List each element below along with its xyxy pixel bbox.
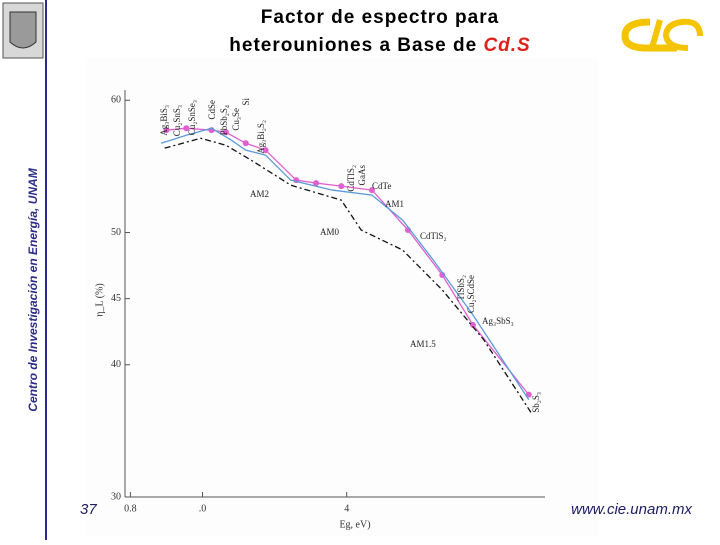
y-tick-label: 45 <box>111 293 121 304</box>
point <box>242 140 249 147</box>
annotation: AM0 <box>320 227 340 237</box>
title-text: heterouniones a Base de <box>229 35 483 56</box>
annotation: AM1 <box>385 199 404 209</box>
cie-logo-part <box>649 19 663 49</box>
cie-logo-part <box>662 18 703 51</box>
annotation: AM1.5 <box>410 339 436 349</box>
point <box>338 183 345 190</box>
annotation: Sb₂S₃ <box>531 392 541 413</box>
point <box>262 147 269 154</box>
annotation: CdTlS₂ <box>346 165 356 192</box>
annotation: CdTe <box>372 181 391 191</box>
x-tick-label: 4 <box>344 503 349 514</box>
annotation: Ag₃SbS₃ <box>482 316 514 326</box>
y-tick-label: 50 <box>111 227 121 238</box>
x-tick-label: .0 <box>199 503 207 514</box>
point <box>525 391 532 398</box>
cie-logo-part <box>621 18 677 52</box>
annotation: CdTlS₂ <box>420 231 447 241</box>
side-label: Centro de Investigación en Energía, UNAM <box>26 167 40 411</box>
series-line <box>164 137 533 415</box>
y-tick-label: 40 <box>111 359 121 370</box>
figure-background <box>85 58 598 536</box>
title-line: Factor de espectro para <box>261 7 499 28</box>
unam-shield <box>9 11 37 49</box>
point <box>183 125 190 132</box>
annotation: Cu₃Se <box>231 108 241 131</box>
point <box>469 321 476 328</box>
y-tick-label: 60 <box>111 95 121 106</box>
title-highlight: Cd.S <box>483 35 530 56</box>
point <box>163 127 170 134</box>
annotation: CdSe <box>207 100 217 120</box>
series-line <box>160 127 530 401</box>
footer-url: www.cie.unam.mx <box>571 501 692 518</box>
y-tick-label: 30 <box>111 491 121 502</box>
annotation: Cu₂SCdSe <box>466 275 476 313</box>
annotation: AM2 <box>250 189 269 199</box>
annotation: Cu₂SnS₃ <box>172 105 182 136</box>
annotation: GaAs <box>357 165 367 186</box>
annotation: Si <box>241 98 251 106</box>
point <box>313 180 320 187</box>
point <box>368 187 375 194</box>
x-tick-label: 0.8 <box>124 503 137 514</box>
annotation: Cu₂SnSe₃ <box>187 100 197 135</box>
annotation: TlSbS₂ <box>456 275 466 301</box>
point <box>222 129 229 136</box>
annotation: Ag₃Bi₂S₂ <box>256 120 266 154</box>
y-axis-label: η_L (%) <box>94 283 105 316</box>
slide-number: 37 <box>80 501 97 518</box>
cie-logo <box>621 18 703 52</box>
title-line: heterouniones a Base de Cd.S <box>229 35 530 56</box>
x-axis-label: Eg, eV) <box>339 519 370 530</box>
annotation: Ag₃BiS₃ <box>159 105 169 136</box>
annotation: PbSb₂S₄ <box>219 105 229 135</box>
